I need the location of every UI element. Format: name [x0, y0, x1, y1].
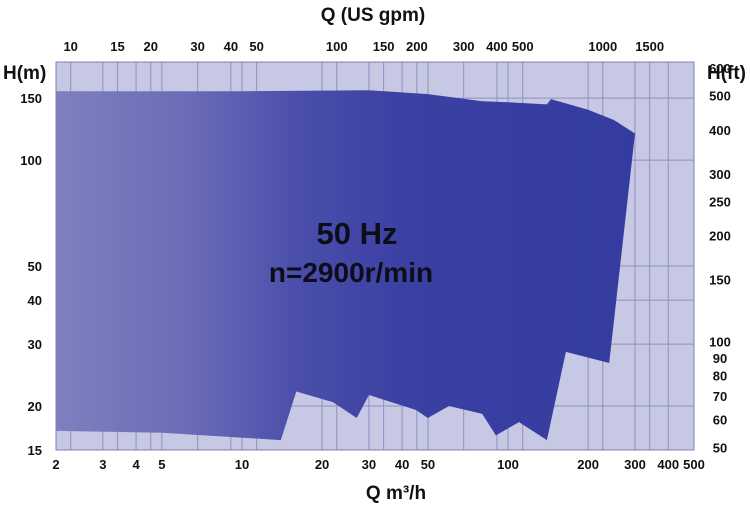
y-right-tick-label: 500 — [709, 89, 731, 104]
x-bottom-tick-label: 4 — [132, 457, 140, 472]
y-right-axis-title: H(ft) — [707, 63, 746, 84]
x-bottom-tick-label: 2 — [52, 457, 59, 472]
y-left-tick-label: 20 — [28, 399, 42, 414]
y-right-tick-label: 150 — [709, 273, 731, 288]
x-bottom-tick-label: 400 — [657, 457, 679, 472]
speed-annotation: n=2900r/min — [269, 257, 433, 288]
x-top-tick-label: 30 — [190, 39, 204, 54]
x-top-tick-label: 15 — [110, 39, 124, 54]
x-top-tick-label: 1500 — [635, 39, 664, 54]
x-bottom-tick-label: 500 — [683, 457, 705, 472]
y-left-tick-label: 150 — [20, 91, 42, 106]
x-bottom-tick-label: 20 — [315, 457, 329, 472]
x-top-tick-label: 200 — [406, 39, 428, 54]
y-right-tick-label: 300 — [709, 167, 731, 182]
plot-border — [55, 61, 695, 451]
x-bottom-tick-label: 100 — [497, 457, 519, 472]
x-bottom-tick-label: 40 — [395, 457, 409, 472]
x-bottom-tick-label: 3 — [99, 457, 106, 472]
x-bottom-tick-label: 300 — [624, 457, 646, 472]
x-top-tick-label: 300 — [453, 39, 475, 54]
x-bottom-tick-label: 50 — [421, 457, 435, 472]
frequency-annotation: 50 Hz — [317, 216, 398, 251]
y-left-tick-label: 40 — [28, 293, 42, 308]
y-right-tick-label: 400 — [709, 123, 731, 138]
y-left-axis-title: H(m) — [3, 63, 46, 84]
x-top-tick-label: 100 — [326, 39, 348, 54]
y-right-tick-label: 60 — [713, 413, 727, 428]
y-right-tick-label: 200 — [709, 229, 731, 244]
y-right-tick-label: 90 — [713, 351, 727, 366]
x-top-tick-label: 10 — [63, 39, 77, 54]
x-top-tick-label: 40 — [224, 39, 238, 54]
x-top-tick-label: 500 — [512, 39, 534, 54]
y-right-tick-label: 600 — [709, 61, 731, 76]
y-left-tick-label: 15 — [28, 443, 42, 458]
x-top-tick-label: 50 — [249, 39, 263, 54]
tick-labels: 2 3 4 5 10 20 30 40 50 100 200 300 400 500 10 15 20 30 40 5… — [20, 39, 731, 472]
y-left-tick-label: 100 — [20, 153, 42, 168]
x-bottom-tick-label: 10 — [235, 457, 249, 472]
x-bottom-axis-title: Q m³/h — [366, 483, 426, 504]
x-top-tick-label: 20 — [144, 39, 158, 54]
y-right-tick-label: 50 — [713, 441, 727, 456]
y-right-tick-label: 250 — [709, 195, 731, 210]
y-right-tick-label: 80 — [713, 369, 727, 384]
y-left-tick-label: 30 — [28, 337, 42, 352]
performance-area — [56, 90, 635, 441]
y-left-tick-label: 50 — [28, 259, 42, 274]
y-right-tick-label: 100 — [709, 335, 731, 350]
x-bottom-tick-label: 200 — [577, 457, 599, 472]
x-top-axis-title: Q (US gpm) — [321, 5, 426, 26]
x-top-tick-label: 150 — [373, 39, 395, 54]
x-top-tick-label: 400 — [486, 39, 508, 54]
y-right-tick-label: 70 — [713, 389, 727, 404]
x-bottom-tick-label: 30 — [362, 457, 376, 472]
x-top-tick-label: 1000 — [588, 39, 617, 54]
x-bottom-tick-label: 5 — [158, 457, 165, 472]
